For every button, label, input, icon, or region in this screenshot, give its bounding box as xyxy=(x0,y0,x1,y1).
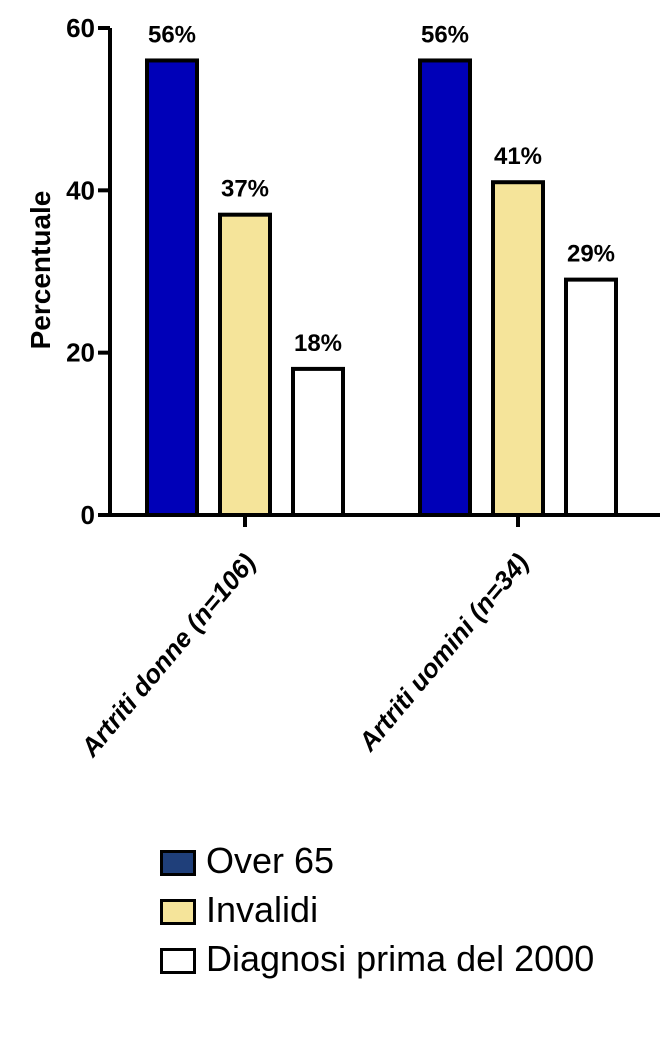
legend-item-invalidi: Invalidi xyxy=(160,887,640,932)
bar-over-65-2 xyxy=(420,60,470,515)
legend-label-invalidi: Invalidi xyxy=(206,887,318,932)
category-label-1: Artriti donne (n=106) xyxy=(74,548,262,763)
bar-invalidi-2 xyxy=(493,182,543,515)
legend-item-over-65: Over 65 xyxy=(160,838,640,883)
category-label-2: Artriti uomini (n=34) xyxy=(352,548,535,758)
data-label-invalidi-1: 37% xyxy=(221,176,269,203)
y-tick-label: 0 xyxy=(81,500,95,530)
bar-chart: 0 20 40 60 56% 37% 18% 56% 41% 29% Artriti donne… xyxy=(0,0,664,830)
category-labels: Artriti donne (n=106) Artriti uomini (n=3… xyxy=(74,548,535,763)
legend-swatch-diagnosi xyxy=(160,948,196,974)
bar-diagnosi-1 xyxy=(293,369,343,515)
legend: Over 65 Invalidi Diagnosi prima del 2000 xyxy=(160,838,640,985)
legend-swatch-invalidi xyxy=(160,899,196,925)
y-tick-label: 20 xyxy=(66,338,95,368)
data-label-invalidi-2: 41% xyxy=(494,143,542,170)
y-tick-label: 40 xyxy=(66,175,95,205)
data-label-diagnosi-2: 29% xyxy=(567,241,615,268)
legend-label-over-65: Over 65 xyxy=(206,838,334,883)
y-tick-label: 60 xyxy=(66,13,95,43)
bar-over-65-1 xyxy=(147,60,197,515)
legend-label-diagnosi: Diagnosi prima del 2000 xyxy=(206,936,594,981)
bar-invalidi-1 xyxy=(220,215,270,515)
legend-swatch-over-65 xyxy=(160,850,196,876)
data-label-over-65-2: 56% xyxy=(421,21,469,48)
bars xyxy=(147,60,616,515)
data-label-over-65-1: 56% xyxy=(148,21,196,48)
bar-diagnosi-2 xyxy=(566,280,616,515)
data-label-diagnosi-1: 18% xyxy=(294,330,342,357)
y-axis-label: Percentuale xyxy=(25,191,56,350)
legend-item-diagnosi: Diagnosi prima del 2000 xyxy=(160,936,640,981)
